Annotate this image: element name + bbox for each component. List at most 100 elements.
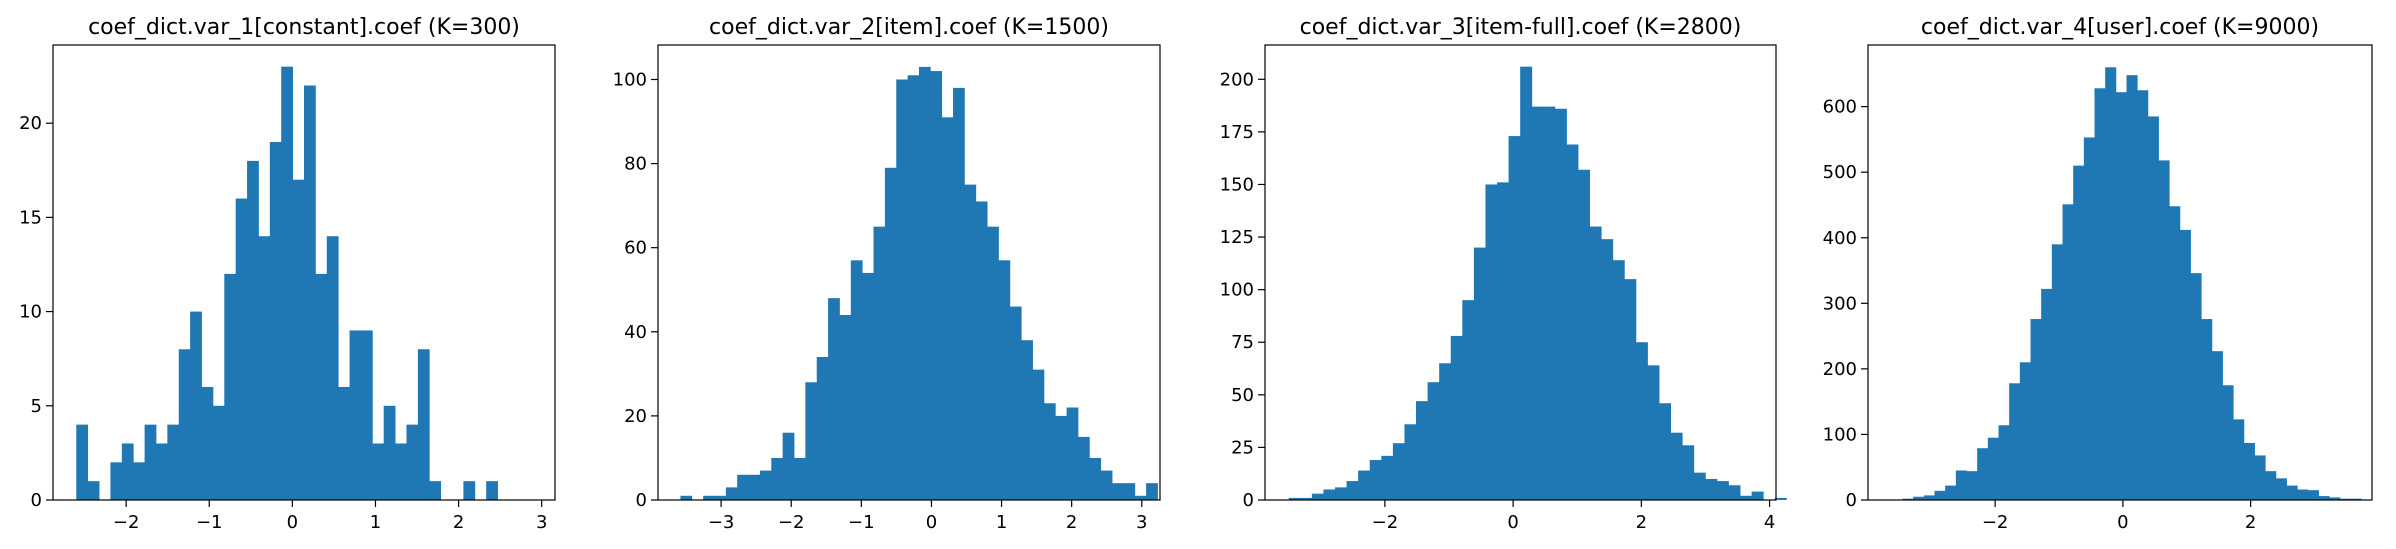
histogram-bar — [1578, 169, 1591, 501]
y-tick-label: 400 — [1823, 228, 1857, 249]
histogram-bar — [794, 457, 806, 500]
histogram-bar — [304, 85, 316, 500]
histogram-bar — [759, 470, 772, 500]
histogram-bar — [2329, 497, 2341, 500]
y-tick-label: 600 — [1823, 97, 1857, 118]
y-tick-label: 100 — [1823, 424, 1857, 445]
histogram-bar — [2137, 90, 2149, 501]
histogram-bar — [2318, 496, 2330, 500]
histogram-bar — [2350, 498, 2362, 500]
histogram-bar — [828, 298, 840, 500]
histogram-bar — [2339, 498, 2351, 500]
histogram-bar — [2275, 478, 2287, 500]
histogram-bar — [1977, 448, 1989, 500]
histogram-bar — [1055, 415, 1068, 500]
y-tick-label: 80 — [624, 154, 647, 175]
histogram-bar — [2201, 319, 2213, 500]
histogram-bar — [133, 462, 145, 500]
histogram-bar — [907, 75, 920, 500]
x-tick-label: −2 — [1982, 512, 2009, 533]
histogram-bar — [292, 179, 305, 500]
histogram-bar — [2051, 244, 2063, 500]
histogram-bar — [201, 386, 214, 500]
histogram-bar — [486, 481, 498, 500]
x-tick-label: −2 — [1372, 512, 1399, 533]
histogram-bar — [1659, 403, 1672, 500]
histogram-bar — [725, 487, 738, 500]
histogram-bar — [2009, 383, 2021, 500]
histogram-bar — [338, 386, 350, 500]
y-tick-label: 5 — [31, 396, 42, 417]
x-tick-label: −2 — [113, 512, 140, 533]
histogram-bar — [1624, 279, 1637, 500]
histogram-bar — [1955, 470, 1967, 500]
histogram-bar — [714, 495, 727, 500]
histogram-bar — [1404, 424, 1417, 500]
histogram-bar — [349, 330, 362, 500]
histogram-bar — [2211, 351, 2223, 500]
histogram-bar — [1358, 470, 1371, 500]
histogram-bar — [417, 349, 430, 500]
y-tick-label: 20 — [624, 406, 647, 427]
x-tick-label: 0 — [1507, 512, 1518, 533]
y-tick-label: 100 — [613, 69, 647, 90]
histogram-bar — [680, 495, 693, 500]
axes-frame — [657, 44, 1161, 501]
histogram-bar — [1089, 457, 1102, 500]
histogram-bar — [2158, 160, 2170, 500]
histogram-bar — [144, 424, 157, 500]
histogram-bar — [1134, 495, 1147, 500]
histogram-bar — [1439, 363, 1452, 500]
histogram-bar — [1427, 382, 1440, 500]
axes-frame — [1867, 44, 2373, 501]
histogram-bar — [2115, 92, 2127, 500]
histogram-bar — [1416, 401, 1428, 500]
histogram-bar — [2083, 137, 2095, 500]
axes-frame — [52, 44, 556, 501]
x-tick-label: −1 — [848, 512, 875, 533]
x-tick-label: 4 — [1764, 512, 1775, 533]
histogram-bar — [1934, 490, 1946, 500]
histogram-bar — [1902, 498, 1914, 500]
histogram-bar — [326, 236, 339, 501]
histogram-bar — [998, 260, 1011, 500]
histogram-bar — [281, 66, 294, 501]
histogram-bar — [1100, 470, 1113, 500]
histogram-bar — [235, 198, 248, 501]
histogram-bar — [1728, 485, 1741, 500]
histogram-bar — [110, 462, 123, 500]
histogram-bar — [1009, 306, 1022, 500]
chart-title: coef_dict.var_2[item].coef (K=1500) — [709, 15, 1109, 40]
histogram-bar — [1705, 478, 1718, 500]
histogram-bar — [896, 79, 908, 500]
histogram-bar — [1112, 483, 1124, 500]
chart-title: coef_dict.var_3[item-full].coef (K=2800) — [1300, 15, 1742, 40]
x-tick-label: 0 — [2117, 512, 2128, 533]
y-tick-label: 25 — [1231, 437, 1254, 458]
histogram-bar — [1497, 182, 1509, 501]
histogram-bar — [2190, 273, 2202, 500]
histogram-bar — [771, 457, 784, 500]
histogram-bar — [224, 273, 237, 500]
histogram-bar — [918, 66, 931, 501]
histogram-bar — [1682, 445, 1695, 500]
y-tick-label: 10 — [19, 302, 42, 323]
histogram-bar — [2254, 455, 2266, 500]
y-tick-label: 15 — [19, 207, 42, 228]
x-tick-label: 2 — [1066, 512, 1077, 533]
histogram-bar — [2019, 362, 2031, 500]
histogram-bar — [1508, 136, 1521, 500]
histogram-bar — [1589, 226, 1602, 501]
x-tick-label: 0 — [287, 512, 298, 533]
histogram-bar — [429, 481, 442, 500]
histogram-bar — [315, 273, 328, 500]
y-tick-label: 175 — [1220, 122, 1254, 143]
histogram-bar — [1751, 491, 1764, 500]
x-tick-label: 2 — [2245, 512, 2256, 533]
histogram-bar — [953, 87, 965, 500]
histogram-bar — [2286, 485, 2298, 500]
histogram-bar — [1032, 369, 1045, 500]
histogram-bar — [839, 314, 852, 500]
histogram-bar — [87, 481, 100, 500]
histogram-bar — [167, 424, 180, 500]
